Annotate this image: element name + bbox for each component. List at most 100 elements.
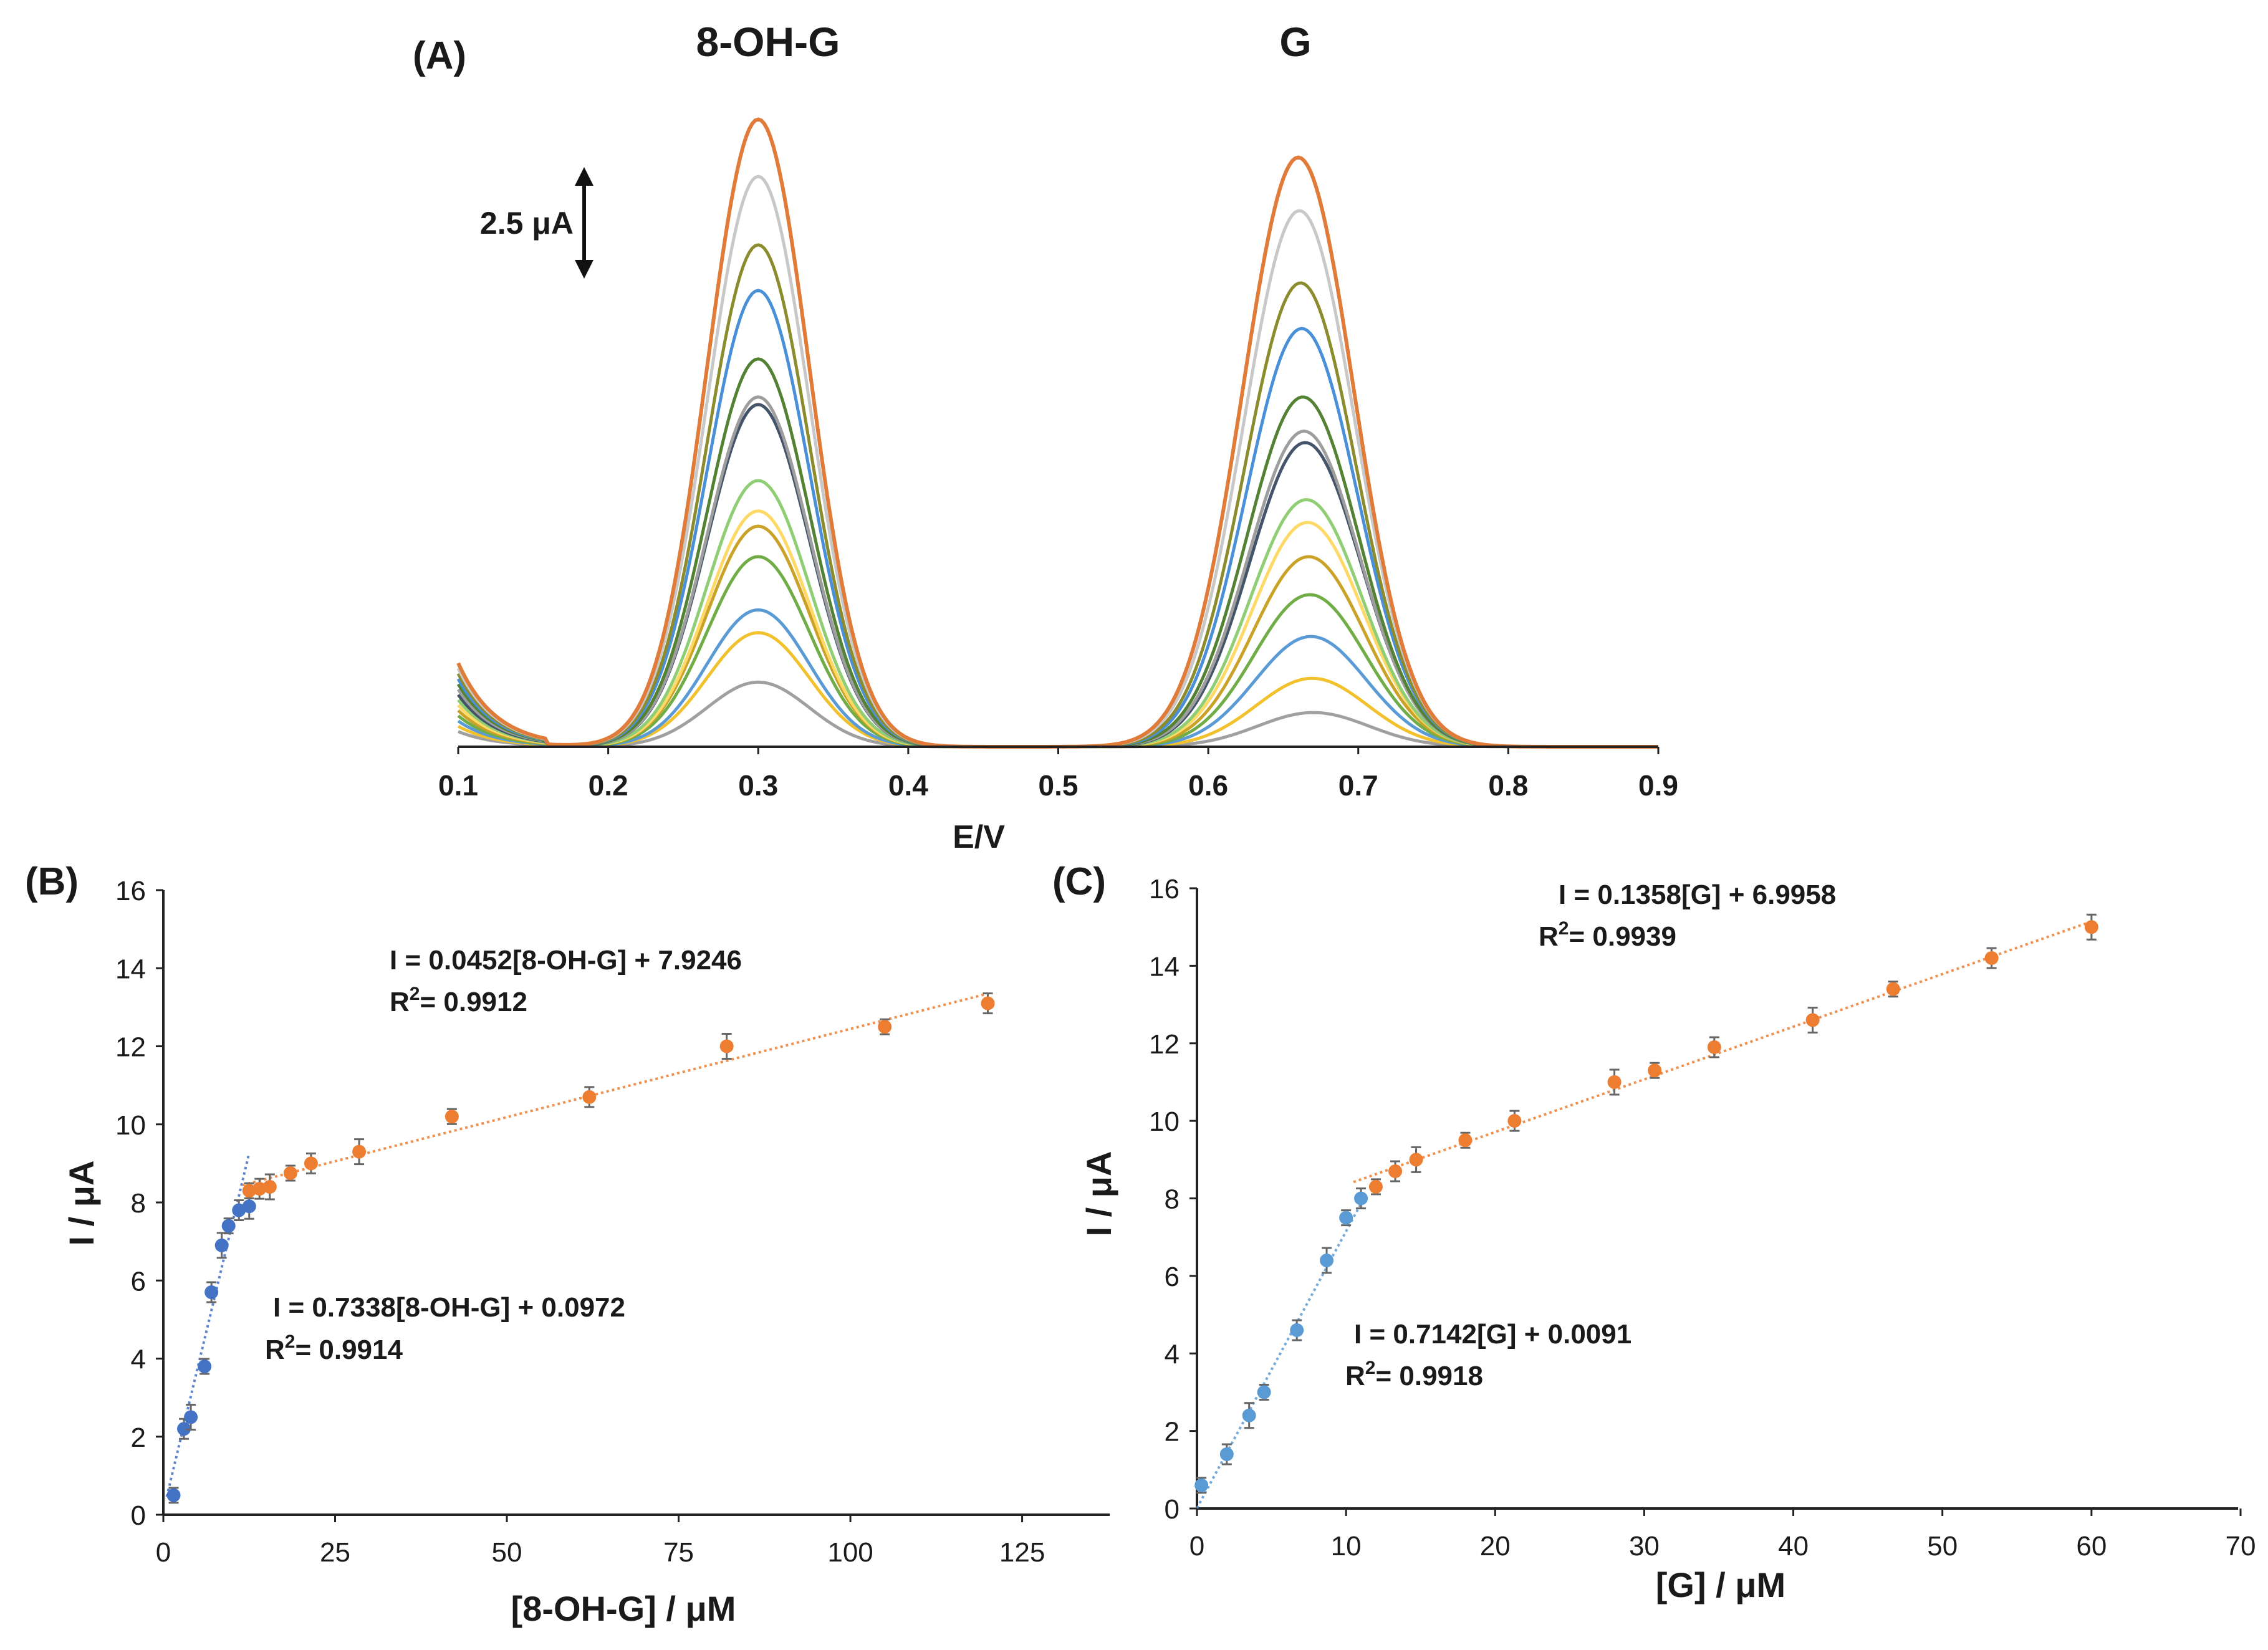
x-axis-title: [G] / μM: [1656, 1565, 1785, 1604]
voltammogram-curve: [456, 395, 1658, 749]
y-tick-label: 10: [115, 1110, 146, 1141]
scale-bar: 2.5 μA: [480, 167, 593, 279]
data-point: [444, 1110, 459, 1124]
data-point: [1707, 1040, 1721, 1054]
r2-exponent: 2: [285, 1331, 296, 1352]
scale-bar-arrow-up: [575, 167, 593, 186]
y-tick-label: 12: [1149, 1029, 1180, 1060]
fit-line: [242, 992, 988, 1187]
x-tick-label: 40: [1778, 1531, 1809, 1561]
data-point: [1648, 1063, 1662, 1078]
data-point: [878, 1020, 892, 1034]
panel-b-calibration-8-oh-g: (B) 0 25 50 75 100 125 0 2 4 6 8 10 12 14 16 I / μA [8…: [25, 860, 1110, 1628]
x-tick-label: 0.2: [589, 769, 628, 802]
data-point: [166, 1488, 181, 1502]
r2-label: R: [390, 987, 410, 1017]
panel-a-label: (A): [413, 34, 466, 77]
data-point: [304, 1156, 318, 1171]
y-tick-label: 10: [1149, 1106, 1180, 1137]
y-axis-title: I / μA: [62, 1161, 101, 1246]
data-point: [1257, 1385, 1271, 1399]
y-tick-label: 8: [131, 1188, 146, 1219]
equation-high-range: I = 0.0452[8-OH-G] + 7.9246: [390, 945, 742, 976]
x-tick-label: 0.1: [438, 769, 478, 802]
y-tick-label: 14: [115, 954, 146, 984]
data-point: [214, 1238, 229, 1252]
data-point: [1507, 1114, 1522, 1128]
data-point: [232, 1203, 246, 1217]
scale-bar-arrow-down: [575, 260, 593, 279]
data-point: [252, 1182, 267, 1196]
x-tick-label: 0: [1189, 1531, 1204, 1561]
data-point: [1607, 1075, 1622, 1089]
data-point: [1290, 1323, 1304, 1337]
data-point: [352, 1144, 367, 1159]
panel-c-label: (C): [1052, 860, 1106, 903]
r2-label: R: [1539, 921, 1559, 952]
x-tick-label: 0.9: [1638, 769, 1678, 802]
r2-high-range: R2= 0.9912: [390, 984, 527, 1017]
y-tick-label: 16: [115, 876, 146, 906]
data-point: [719, 1039, 734, 1053]
data-point: [242, 1199, 256, 1214]
r2-exponent: 2: [1559, 918, 1569, 939]
data-points: [166, 992, 995, 1504]
y-tick-label: 2: [131, 1422, 146, 1453]
x-tick-label: 0.4: [888, 769, 928, 802]
data-point: [262, 1179, 277, 1194]
y-tick-label: 6: [131, 1266, 146, 1297]
data-point: [221, 1219, 236, 1233]
r2-label: R: [1345, 1361, 1365, 1391]
data-point: [1805, 1013, 1820, 1027]
y-tick-label: 12: [115, 1032, 146, 1063]
voltammogram-curve: [456, 175, 1658, 749]
data-point: [1354, 1191, 1368, 1206]
x-tick-label: 25: [320, 1537, 350, 1568]
x-tick-label: 50: [1927, 1531, 1958, 1561]
fit-line: [1196, 1202, 1362, 1509]
voltammogram-curve: [456, 289, 1658, 749]
x-tick-label: 50: [492, 1537, 522, 1568]
x-tick-label: 75: [663, 1537, 694, 1568]
x-tick-label: 60: [2076, 1531, 2107, 1561]
x-tick-label: 100: [827, 1537, 873, 1568]
data-point: [1886, 982, 1900, 996]
data-point: [1458, 1133, 1473, 1148]
r2-value: = 0.9914: [295, 1335, 403, 1365]
data-point: [582, 1090, 597, 1104]
y-tick-label: 8: [1165, 1184, 1180, 1215]
data-point: [2084, 920, 2098, 934]
data-point: [242, 1184, 256, 1198]
y-tick-label: 4: [1165, 1339, 1180, 1369]
r2-high-range: R2= 0.9939: [1539, 918, 1676, 952]
data-point: [177, 1422, 191, 1436]
fit-line: [1353, 920, 2092, 1184]
x-tick-label: 0.6: [1188, 769, 1228, 802]
x-tick-label: 10: [1331, 1531, 1362, 1561]
equation-high-range: I = 0.1358[G] + 6.9958: [1559, 880, 1836, 910]
y-tick-label: 4: [131, 1345, 146, 1375]
data-point: [184, 1410, 198, 1424]
axis-ticks: 0 25 50 75 100 125 0 2 4 6 8 10 12 14 16: [115, 876, 1045, 1568]
data-point: [1388, 1164, 1403, 1178]
r2-value: = 0.9912: [420, 987, 527, 1017]
equation-low-range: I = 0.7338[8-OH-G] + 0.0972: [273, 1292, 625, 1323]
x-axis-ticks: 0.1 0.2 0.3 0.4 0.5 0.6 0.7 0.8 0.9: [438, 747, 1678, 802]
y-tick-label: 6: [1165, 1262, 1180, 1292]
panel-b-label: (B): [25, 860, 79, 903]
curves: [456, 117, 1658, 749]
y-tick-label: 0: [131, 1500, 146, 1531]
voltammogram-curve: [456, 243, 1658, 749]
x-tick-label: 0: [156, 1537, 171, 1568]
y-tick-label: 14: [1149, 951, 1180, 982]
r2-value: = 0.9939: [1569, 921, 1676, 952]
data-point: [198, 1360, 212, 1374]
r2-low-range: R2= 0.9918: [1345, 1358, 1483, 1391]
data-point: [204, 1285, 219, 1300]
data-point: [283, 1166, 297, 1181]
voltammogram-curve: [456, 117, 1658, 749]
data-point: [981, 996, 995, 1010]
x-tick-label: 20: [1480, 1531, 1511, 1561]
